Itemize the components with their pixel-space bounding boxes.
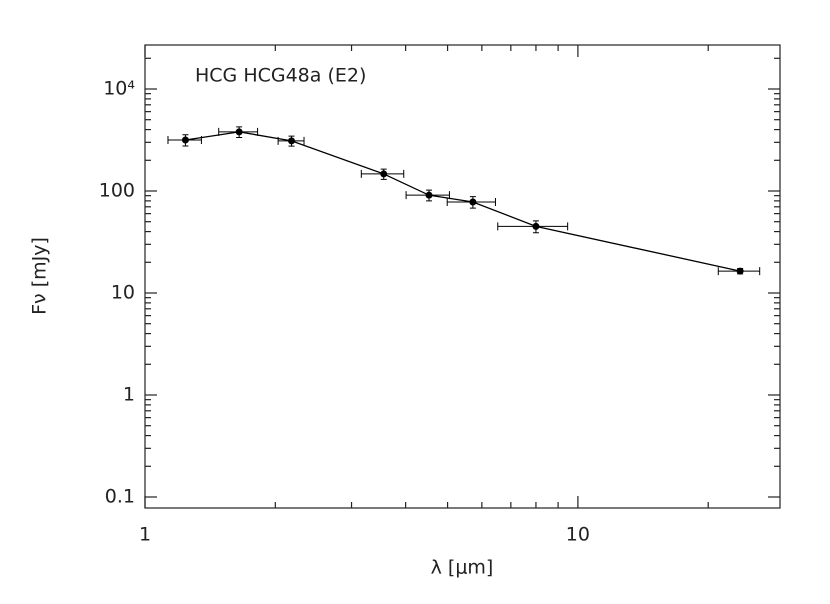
x-axis-label: λ [μm] <box>431 557 494 579</box>
sed-line <box>185 131 741 272</box>
data-point <box>532 222 540 230</box>
y-tick-label: 0.1 <box>105 485 135 507</box>
y-axis-label: Fν [mJy] <box>29 237 51 315</box>
y-tick-label: 100 <box>99 179 135 201</box>
y-tick-label: 10 <box>111 281 135 303</box>
data-point <box>469 198 477 206</box>
plot-frame <box>144 44 781 509</box>
data-point <box>380 170 388 178</box>
x-tick-label: 1 <box>139 524 151 546</box>
data-point <box>736 267 744 275</box>
chart-title: HCG HCG48a (E2) <box>195 65 366 87</box>
data-point <box>425 191 433 199</box>
data-point <box>235 128 243 136</box>
data-point <box>288 137 296 145</box>
y-tick-label: 1 <box>123 383 135 405</box>
y-tick-label: 10⁴ <box>103 77 135 99</box>
x-tick-label: 10 <box>566 524 590 546</box>
data-point <box>181 136 189 144</box>
